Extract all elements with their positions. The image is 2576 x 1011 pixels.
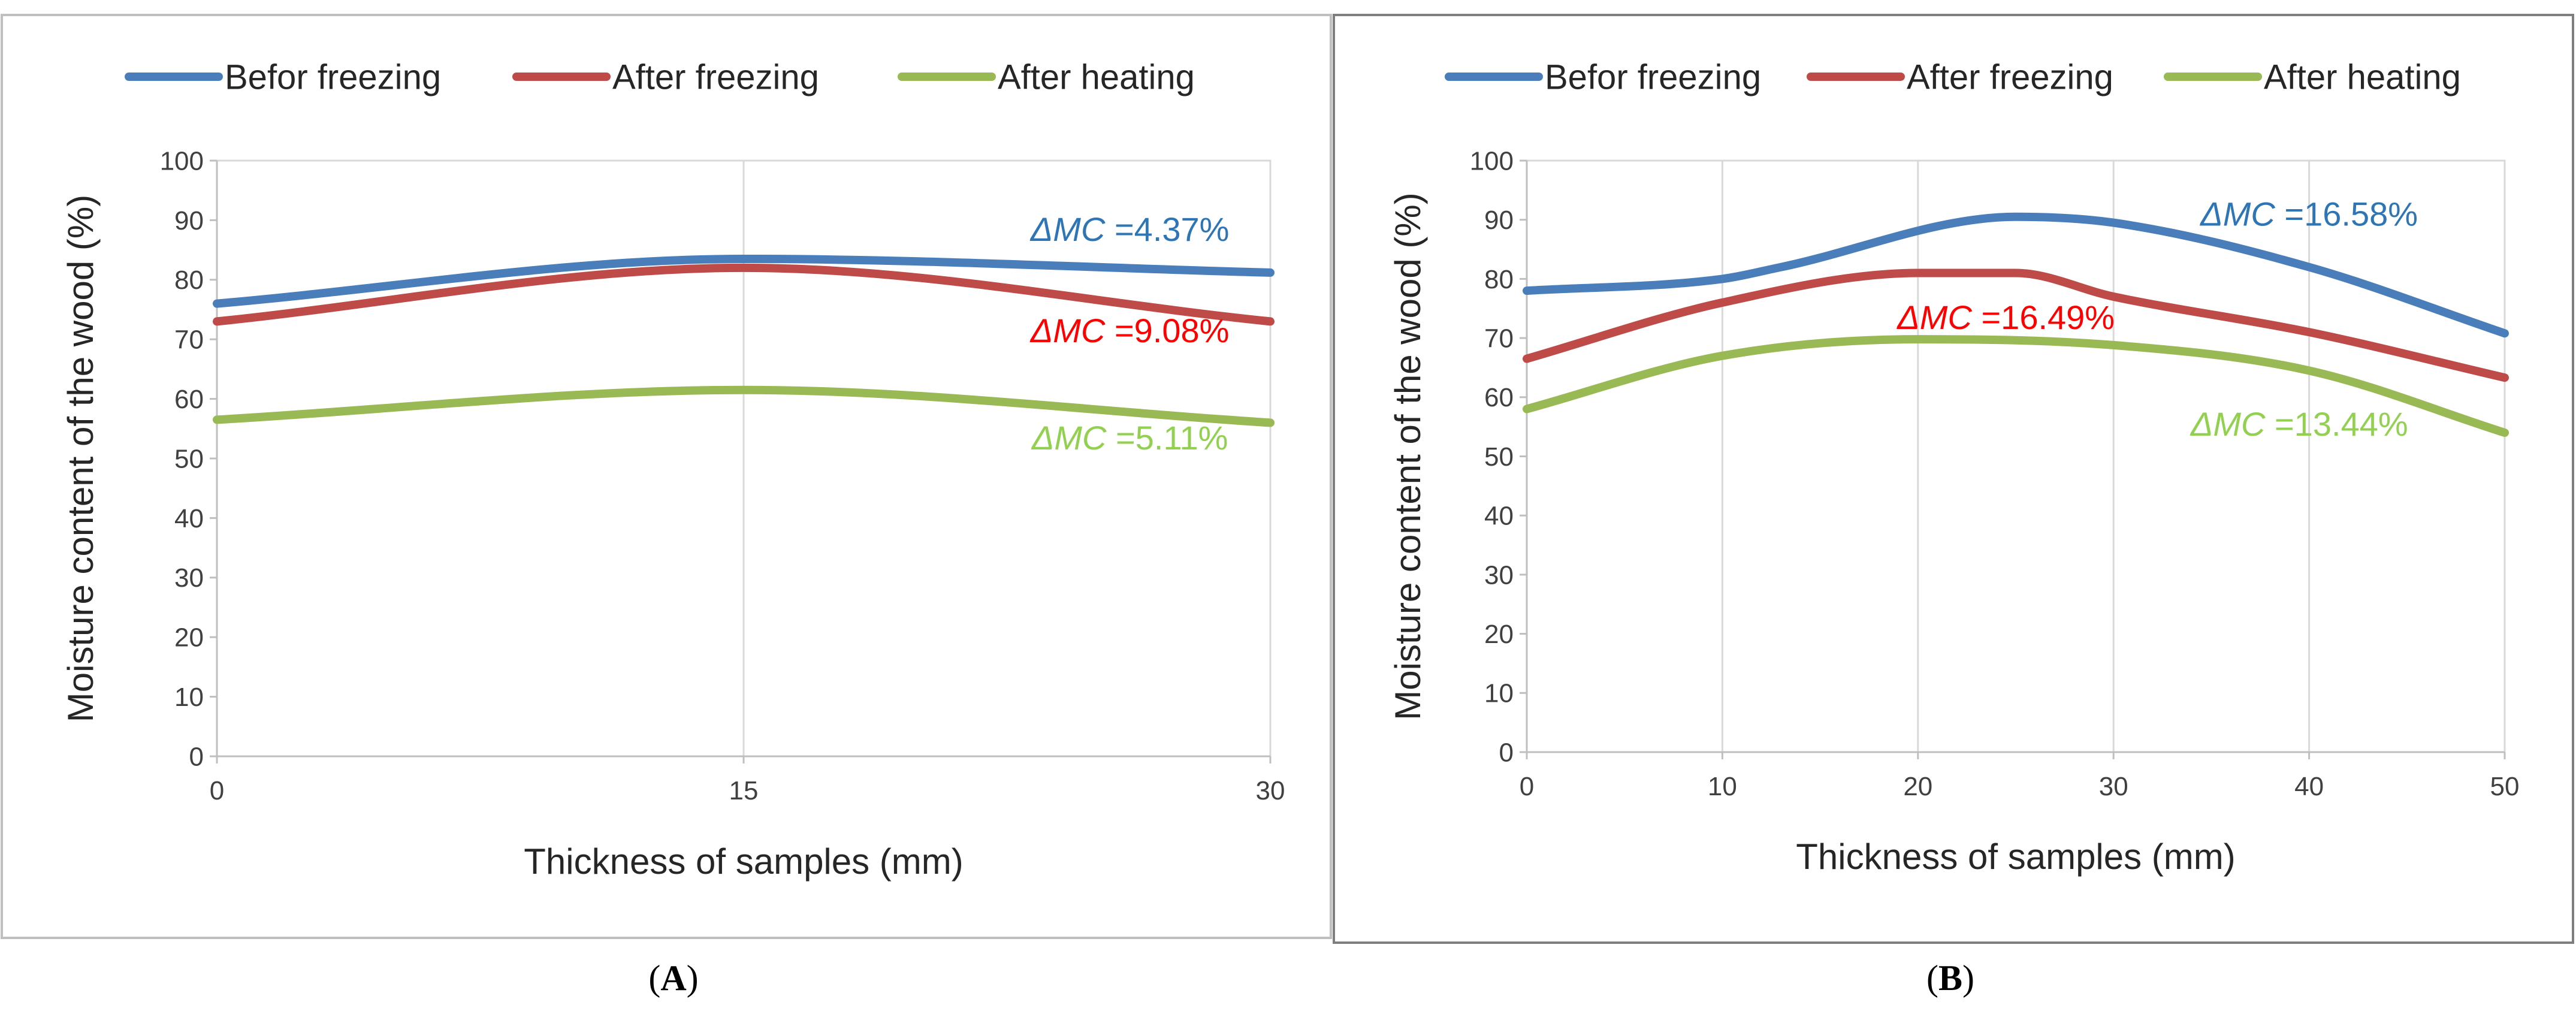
y-tick-label: 40	[174, 504, 204, 533]
x-tick-label: 0	[1520, 772, 1534, 801]
annotation: ΔMC =16.49%	[1896, 298, 2115, 336]
annotation-prefix: ΔMC	[1896, 298, 1972, 336]
annotation-value: =13.44%	[2266, 405, 2408, 443]
x-axis-title: Thickness of samples (mm)	[1796, 837, 2235, 877]
x-tick-label: 50	[2490, 772, 2520, 801]
y-tick-label: 10	[1484, 679, 1514, 708]
y-tick-label: 70	[1484, 324, 1514, 354]
annotation: ΔMC =9.08%	[1029, 312, 1230, 349]
annotation-prefix: ΔMC	[2190, 405, 2266, 443]
y-axis-title: Moisture content of the wood (%)	[1388, 192, 1428, 720]
panel-a-frame	[1, 14, 1332, 939]
y-tick-label: 80	[1484, 265, 1514, 294]
legend-label: After freezing	[612, 58, 819, 96]
annotation-prefix: ΔMC	[2199, 195, 2275, 233]
y-tick-label: 50	[174, 444, 204, 473]
caption-a: (A)	[648, 958, 698, 998]
y-tick-label: 90	[1484, 206, 1514, 235]
annotation-value: =4.37%	[1105, 210, 1229, 248]
y-tick-label: 80	[174, 265, 204, 295]
y-tick-label: 100	[160, 146, 204, 176]
y-tick-label: 90	[174, 206, 204, 236]
annotation-value: =16.49%	[1972, 298, 2115, 336]
annotation: ΔMC =5.11%	[1031, 419, 1228, 457]
y-tick-label: 60	[174, 385, 204, 414]
y-tick-label: 70	[174, 325, 204, 355]
x-tick-label: 15	[729, 776, 759, 805]
annotation-value: =9.08%	[1105, 312, 1229, 349]
y-tick-label: 100	[1470, 146, 1514, 176]
legend-label: After heating	[998, 58, 1195, 96]
annotation-prefix: ΔMC	[1031, 419, 1107, 457]
chart-panel-a: 0 10 20 30 40 50 60 70 80 90 100 0 15 30 Thickness of …	[61, 58, 1285, 882]
legend-label: After freezing	[1907, 58, 2113, 96]
y-tick-label: 0	[1499, 738, 1514, 767]
y-tick-label: 30	[1484, 560, 1514, 590]
x-axis-title: Thickness of samples (mm)	[524, 841, 963, 882]
y-axis-title: Moisture content of the wood (%)	[61, 195, 101, 722]
y-tick-label: 20	[1484, 620, 1514, 649]
series-line	[1523, 268, 2509, 382]
series-line	[1523, 212, 2509, 338]
y-tick-label: 40	[1484, 502, 1514, 531]
annotation-prefix: ΔMC	[1029, 312, 1106, 349]
legend-label: After heating	[2264, 58, 2461, 96]
y-tick-label: 0	[189, 742, 204, 771]
series-line	[213, 263, 1275, 326]
x-tick-label: 30	[2099, 772, 2128, 801]
y-tick-label: 20	[174, 623, 204, 653]
x-tick-label: 10	[1708, 772, 1737, 801]
annotation-prefix: ΔMC	[1029, 210, 1106, 248]
panel-b-frame	[1333, 14, 2574, 944]
series-line	[1523, 335, 2509, 437]
annotation: ΔMC =13.44%	[2190, 405, 2408, 443]
x-tick-label: 40	[2294, 772, 2324, 801]
x-tick-label: 20	[1903, 772, 1932, 801]
series-line	[213, 385, 1275, 427]
chart-panel-b: 0 10 20 30 40 50 60 70 80 90 100 0 10 20 30 40 50 Thickne…	[1388, 58, 2519, 877]
y-tick-label: 10	[174, 683, 204, 712]
y-tick-label: 60	[1484, 383, 1514, 412]
annotation: ΔMC =4.37%	[1029, 210, 1230, 248]
legend-label: Befor freezing	[225, 58, 441, 96]
y-tick-label: 50	[1484, 442, 1514, 472]
annotation: ΔMC =16.58%	[2199, 195, 2418, 233]
annotation-value: =5.11%	[1106, 419, 1228, 457]
y-tick-label: 30	[174, 563, 204, 593]
x-tick-label: 0	[210, 776, 224, 805]
caption-b: (B)	[1926, 958, 1974, 998]
x-tick-label: 30	[1256, 776, 1285, 805]
annotation-value: =16.58%	[2275, 195, 2418, 233]
series-line	[213, 255, 1275, 308]
legend-label: Befor freezing	[1545, 58, 1761, 96]
